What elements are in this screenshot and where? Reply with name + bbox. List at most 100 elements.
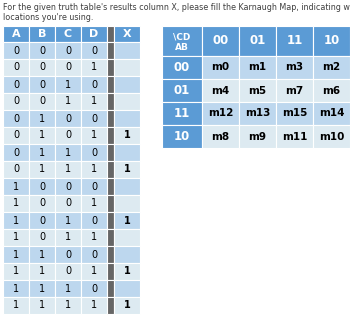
Text: 0: 0: [13, 114, 19, 123]
Bar: [114, 144, 140, 161]
Bar: [3, 229, 29, 246]
Text: 01: 01: [174, 84, 190, 97]
Bar: [29, 76, 55, 93]
Text: 0: 0: [13, 46, 19, 56]
Bar: [114, 59, 140, 76]
Text: 0: 0: [13, 147, 19, 158]
Bar: [81, 93, 107, 110]
Bar: [3, 110, 29, 127]
Text: 1: 1: [39, 165, 45, 174]
Text: 1: 1: [65, 165, 71, 174]
Bar: [162, 56, 202, 79]
Bar: [81, 263, 107, 280]
Bar: [313, 102, 350, 125]
Bar: [3, 195, 29, 212]
Text: 0: 0: [65, 130, 71, 140]
Text: 0: 0: [39, 63, 45, 72]
Bar: [29, 246, 55, 263]
Bar: [81, 42, 107, 59]
Bar: [29, 144, 55, 161]
Text: X: X: [123, 29, 131, 39]
Bar: [107, 127, 114, 144]
Bar: [114, 127, 140, 144]
Bar: [107, 280, 114, 297]
Text: 0: 0: [13, 97, 19, 107]
Bar: [107, 212, 114, 229]
Bar: [313, 56, 350, 79]
Bar: [55, 195, 81, 212]
Bar: [202, 26, 239, 56]
Bar: [55, 26, 81, 42]
Bar: [55, 42, 81, 59]
Text: 0: 0: [39, 46, 45, 56]
Bar: [107, 144, 114, 161]
Bar: [162, 26, 202, 56]
Bar: [239, 79, 276, 102]
Text: 1: 1: [39, 114, 45, 123]
Bar: [114, 161, 140, 178]
Text: 1: 1: [91, 63, 97, 72]
Bar: [114, 297, 140, 314]
Text: 10: 10: [174, 130, 190, 143]
Text: m3: m3: [286, 63, 303, 72]
Bar: [107, 246, 114, 263]
Text: m13: m13: [245, 108, 270, 118]
Bar: [3, 280, 29, 297]
Text: A: A: [12, 29, 20, 39]
Text: 1: 1: [13, 198, 19, 209]
Bar: [55, 161, 81, 178]
Text: 0: 0: [91, 249, 97, 259]
Bar: [107, 26, 114, 42]
Bar: [3, 263, 29, 280]
Bar: [29, 195, 55, 212]
Text: 1: 1: [39, 266, 45, 277]
Text: 1: 1: [39, 300, 45, 310]
Bar: [3, 93, 29, 110]
Bar: [29, 26, 55, 42]
Text: 1: 1: [124, 130, 130, 140]
Bar: [162, 102, 202, 125]
Bar: [55, 229, 81, 246]
Text: D: D: [89, 29, 99, 39]
Text: 0: 0: [39, 79, 45, 90]
Text: 1: 1: [91, 130, 97, 140]
Text: 0: 0: [91, 46, 97, 56]
Text: m14: m14: [319, 108, 344, 118]
Text: 1: 1: [39, 284, 45, 293]
Text: \CD: \CD: [173, 33, 191, 41]
Bar: [114, 212, 140, 229]
Bar: [81, 246, 107, 263]
Text: 1: 1: [65, 284, 71, 293]
Bar: [107, 59, 114, 76]
Text: 0: 0: [65, 198, 71, 209]
Bar: [81, 76, 107, 93]
Text: For the given truth table's results column X, please fill the Karnaugh Map, indi: For the given truth table's results colu…: [3, 3, 350, 12]
Text: 1: 1: [39, 130, 45, 140]
Text: 0: 0: [91, 114, 97, 123]
Text: 00: 00: [212, 34, 229, 48]
Bar: [29, 229, 55, 246]
Text: 1: 1: [13, 266, 19, 277]
Bar: [239, 102, 276, 125]
Text: 1: 1: [91, 97, 97, 107]
Bar: [81, 297, 107, 314]
Bar: [81, 280, 107, 297]
Text: 00: 00: [174, 61, 190, 74]
Text: 1: 1: [65, 147, 71, 158]
Bar: [55, 59, 81, 76]
Text: m8: m8: [211, 131, 230, 142]
Text: 1: 1: [91, 266, 97, 277]
Text: C: C: [64, 29, 72, 39]
Bar: [313, 26, 350, 56]
Bar: [202, 56, 239, 79]
Bar: [29, 178, 55, 195]
Bar: [81, 195, 107, 212]
Bar: [29, 280, 55, 297]
Bar: [55, 280, 81, 297]
Bar: [162, 125, 202, 148]
Text: 0: 0: [91, 182, 97, 191]
Text: 0: 0: [65, 46, 71, 56]
Bar: [81, 110, 107, 127]
Bar: [114, 76, 140, 93]
Bar: [55, 93, 81, 110]
